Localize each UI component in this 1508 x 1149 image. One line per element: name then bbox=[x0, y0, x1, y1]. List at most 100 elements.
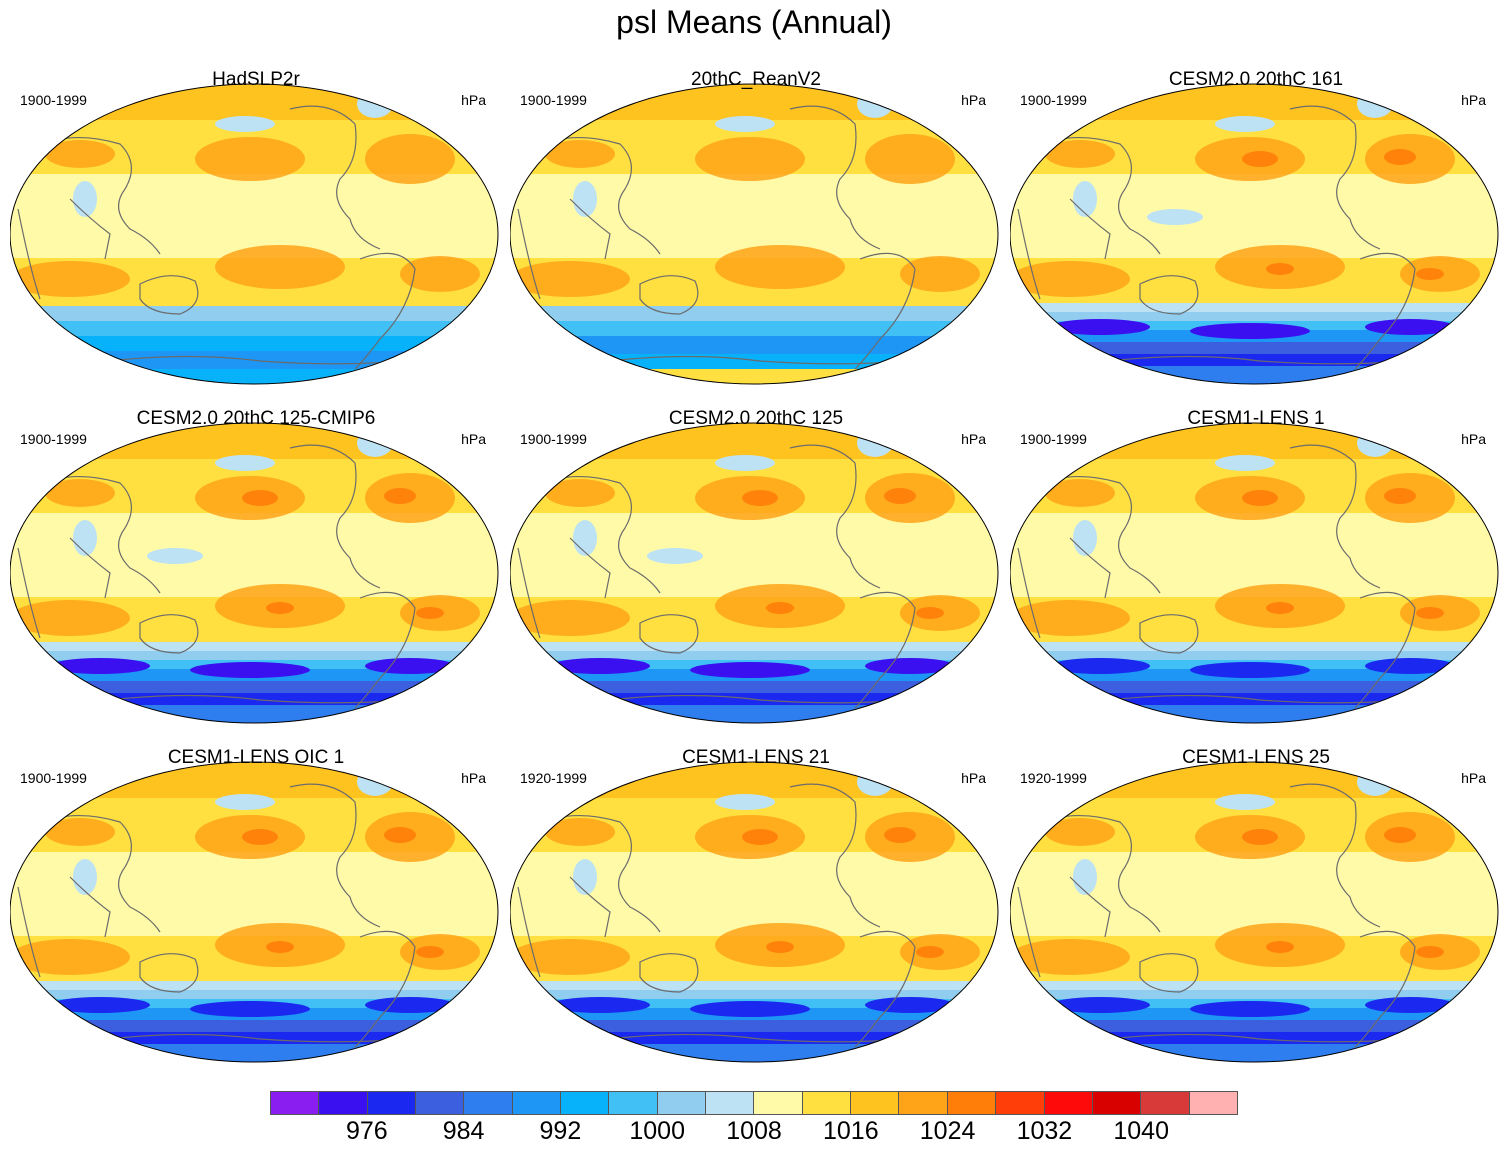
psl-band bbox=[1010, 342, 1498, 355]
deep-low-cell bbox=[550, 997, 650, 1013]
colorbar-box bbox=[754, 1092, 803, 1114]
high-pressure-cell bbox=[10, 939, 130, 975]
panel-period: 1900-1999 bbox=[20, 431, 87, 447]
panel-period: 1900-1999 bbox=[1020, 92, 1087, 108]
deep-low-cell bbox=[1050, 658, 1150, 674]
panel-units: hPa bbox=[461, 92, 486, 108]
psl-band bbox=[1010, 312, 1498, 322]
psl-band bbox=[10, 1044, 498, 1062]
psl-band bbox=[510, 651, 998, 661]
low-pressure-cell bbox=[1073, 859, 1097, 895]
psl-band bbox=[10, 1020, 498, 1033]
panel-title: CESM1-LENS 21 bbox=[682, 747, 830, 768]
colorbar-box bbox=[1044, 1092, 1093, 1114]
figure-title: psl Means (Annual) bbox=[616, 4, 892, 40]
panel-units: hPa bbox=[961, 92, 986, 108]
deep-low-cell bbox=[865, 997, 955, 1013]
colorbar-label: 1016 bbox=[822, 1117, 879, 1145]
panel-title: HadSLP2r bbox=[212, 69, 300, 90]
panel-period: 1900-1999 bbox=[1020, 431, 1087, 447]
high-pressure-core bbox=[1266, 263, 1294, 275]
colorbar-box bbox=[319, 1092, 368, 1114]
deep-low-cell bbox=[1050, 997, 1150, 1013]
colorbar-label: 1008 bbox=[726, 1117, 782, 1145]
deep-low-cell bbox=[50, 658, 150, 674]
panel-title: CESM1-LENS 25 bbox=[1182, 747, 1330, 768]
high-pressure-core bbox=[266, 602, 294, 614]
high-pressure-core bbox=[1384, 827, 1416, 843]
map-field bbox=[510, 762, 998, 1062]
panel-period: 1900-1999 bbox=[520, 92, 587, 108]
low-pressure-cell bbox=[573, 181, 597, 217]
colorbar-box bbox=[1189, 1092, 1237, 1114]
map-border bbox=[1010, 422, 1499, 724]
panel-title: CESM2.0 20thC 161 bbox=[1168, 69, 1344, 90]
high-pressure-cell bbox=[1045, 140, 1115, 168]
high-pressure-cell bbox=[1010, 939, 1130, 975]
panel-period: 1900-1999 bbox=[20, 92, 87, 108]
high-pressure-core bbox=[1416, 946, 1444, 958]
high-pressure-core bbox=[742, 490, 778, 506]
low-pressure-cell bbox=[1215, 116, 1275, 132]
map-panel: CESM1-LENS 21 1920-1999 hPa bbox=[510, 747, 1002, 1063]
low-pressure-cell bbox=[715, 455, 775, 471]
psl-band bbox=[1010, 990, 1498, 1000]
map-border bbox=[510, 761, 999, 1063]
low-pressure-cell bbox=[715, 794, 775, 810]
map-svg bbox=[510, 422, 999, 724]
deep-low-cell bbox=[190, 1001, 310, 1017]
psl-band bbox=[510, 369, 998, 384]
psl-band bbox=[1010, 705, 1498, 723]
map-panel: CESM2.0 20thC 161 1900-1999 hPa bbox=[1010, 69, 1502, 385]
colorbar-label: 1000 bbox=[629, 1117, 685, 1145]
low-pressure-cell bbox=[73, 859, 97, 895]
low-pressure-cell bbox=[573, 859, 597, 895]
high-pressure-cell bbox=[365, 134, 455, 184]
colorbar-box bbox=[657, 1092, 707, 1114]
psl-band bbox=[10, 321, 498, 337]
colorbar-label: 976 bbox=[345, 1117, 388, 1145]
panel-units: hPa bbox=[961, 770, 986, 786]
psl-band bbox=[10, 990, 498, 1000]
psl-band bbox=[510, 1044, 998, 1062]
psl-band bbox=[10, 336, 498, 352]
panel-period: 1900-1999 bbox=[20, 770, 87, 786]
low-pressure-cell bbox=[715, 116, 775, 132]
psl-band bbox=[510, 354, 998, 370]
deep-low-cell bbox=[865, 658, 955, 674]
high-pressure-core bbox=[242, 829, 278, 845]
colorbar-label: 1032 bbox=[1016, 1117, 1073, 1145]
panel-units: hPa bbox=[1461, 770, 1486, 786]
psl-band bbox=[10, 681, 498, 694]
colorbar-box bbox=[416, 1092, 465, 1114]
panel-period: 1900-1999 bbox=[520, 431, 587, 447]
deep-low-cell bbox=[690, 662, 810, 678]
panel-title: CESM1-LENS OIC 1 bbox=[167, 747, 345, 768]
colorbar bbox=[270, 1091, 1238, 1115]
map-panel: HadSLP2r 1900-1999 hPa bbox=[10, 69, 502, 385]
panel-title: 20thC_ReanV2 bbox=[691, 69, 821, 90]
low-pressure-cell bbox=[215, 455, 275, 471]
map-svg bbox=[1010, 761, 1499, 1063]
high-pressure-core bbox=[884, 488, 916, 504]
high-pressure-cell bbox=[10, 261, 130, 297]
high-pressure-cell bbox=[1045, 479, 1115, 507]
psl-band bbox=[510, 981, 998, 991]
high-pressure-cell bbox=[510, 939, 630, 975]
colorbar-label: 1024 bbox=[919, 1117, 976, 1145]
psl-band bbox=[1010, 681, 1498, 694]
colorbar-box bbox=[1092, 1092, 1142, 1114]
high-pressure-core bbox=[1242, 829, 1278, 845]
map-field bbox=[510, 423, 998, 723]
high-pressure-cell bbox=[715, 245, 845, 289]
psl-band bbox=[510, 306, 998, 322]
map-border bbox=[1010, 83, 1499, 385]
low-pressure-cell bbox=[73, 520, 97, 556]
deep-low-cell bbox=[50, 997, 150, 1013]
psl-band bbox=[10, 306, 498, 322]
deep-low-cell bbox=[550, 658, 650, 674]
deep-low-cell bbox=[690, 1001, 810, 1017]
panel-units: hPa bbox=[461, 770, 486, 786]
psl-band bbox=[510, 642, 998, 652]
deep-low-cell bbox=[1365, 658, 1455, 674]
